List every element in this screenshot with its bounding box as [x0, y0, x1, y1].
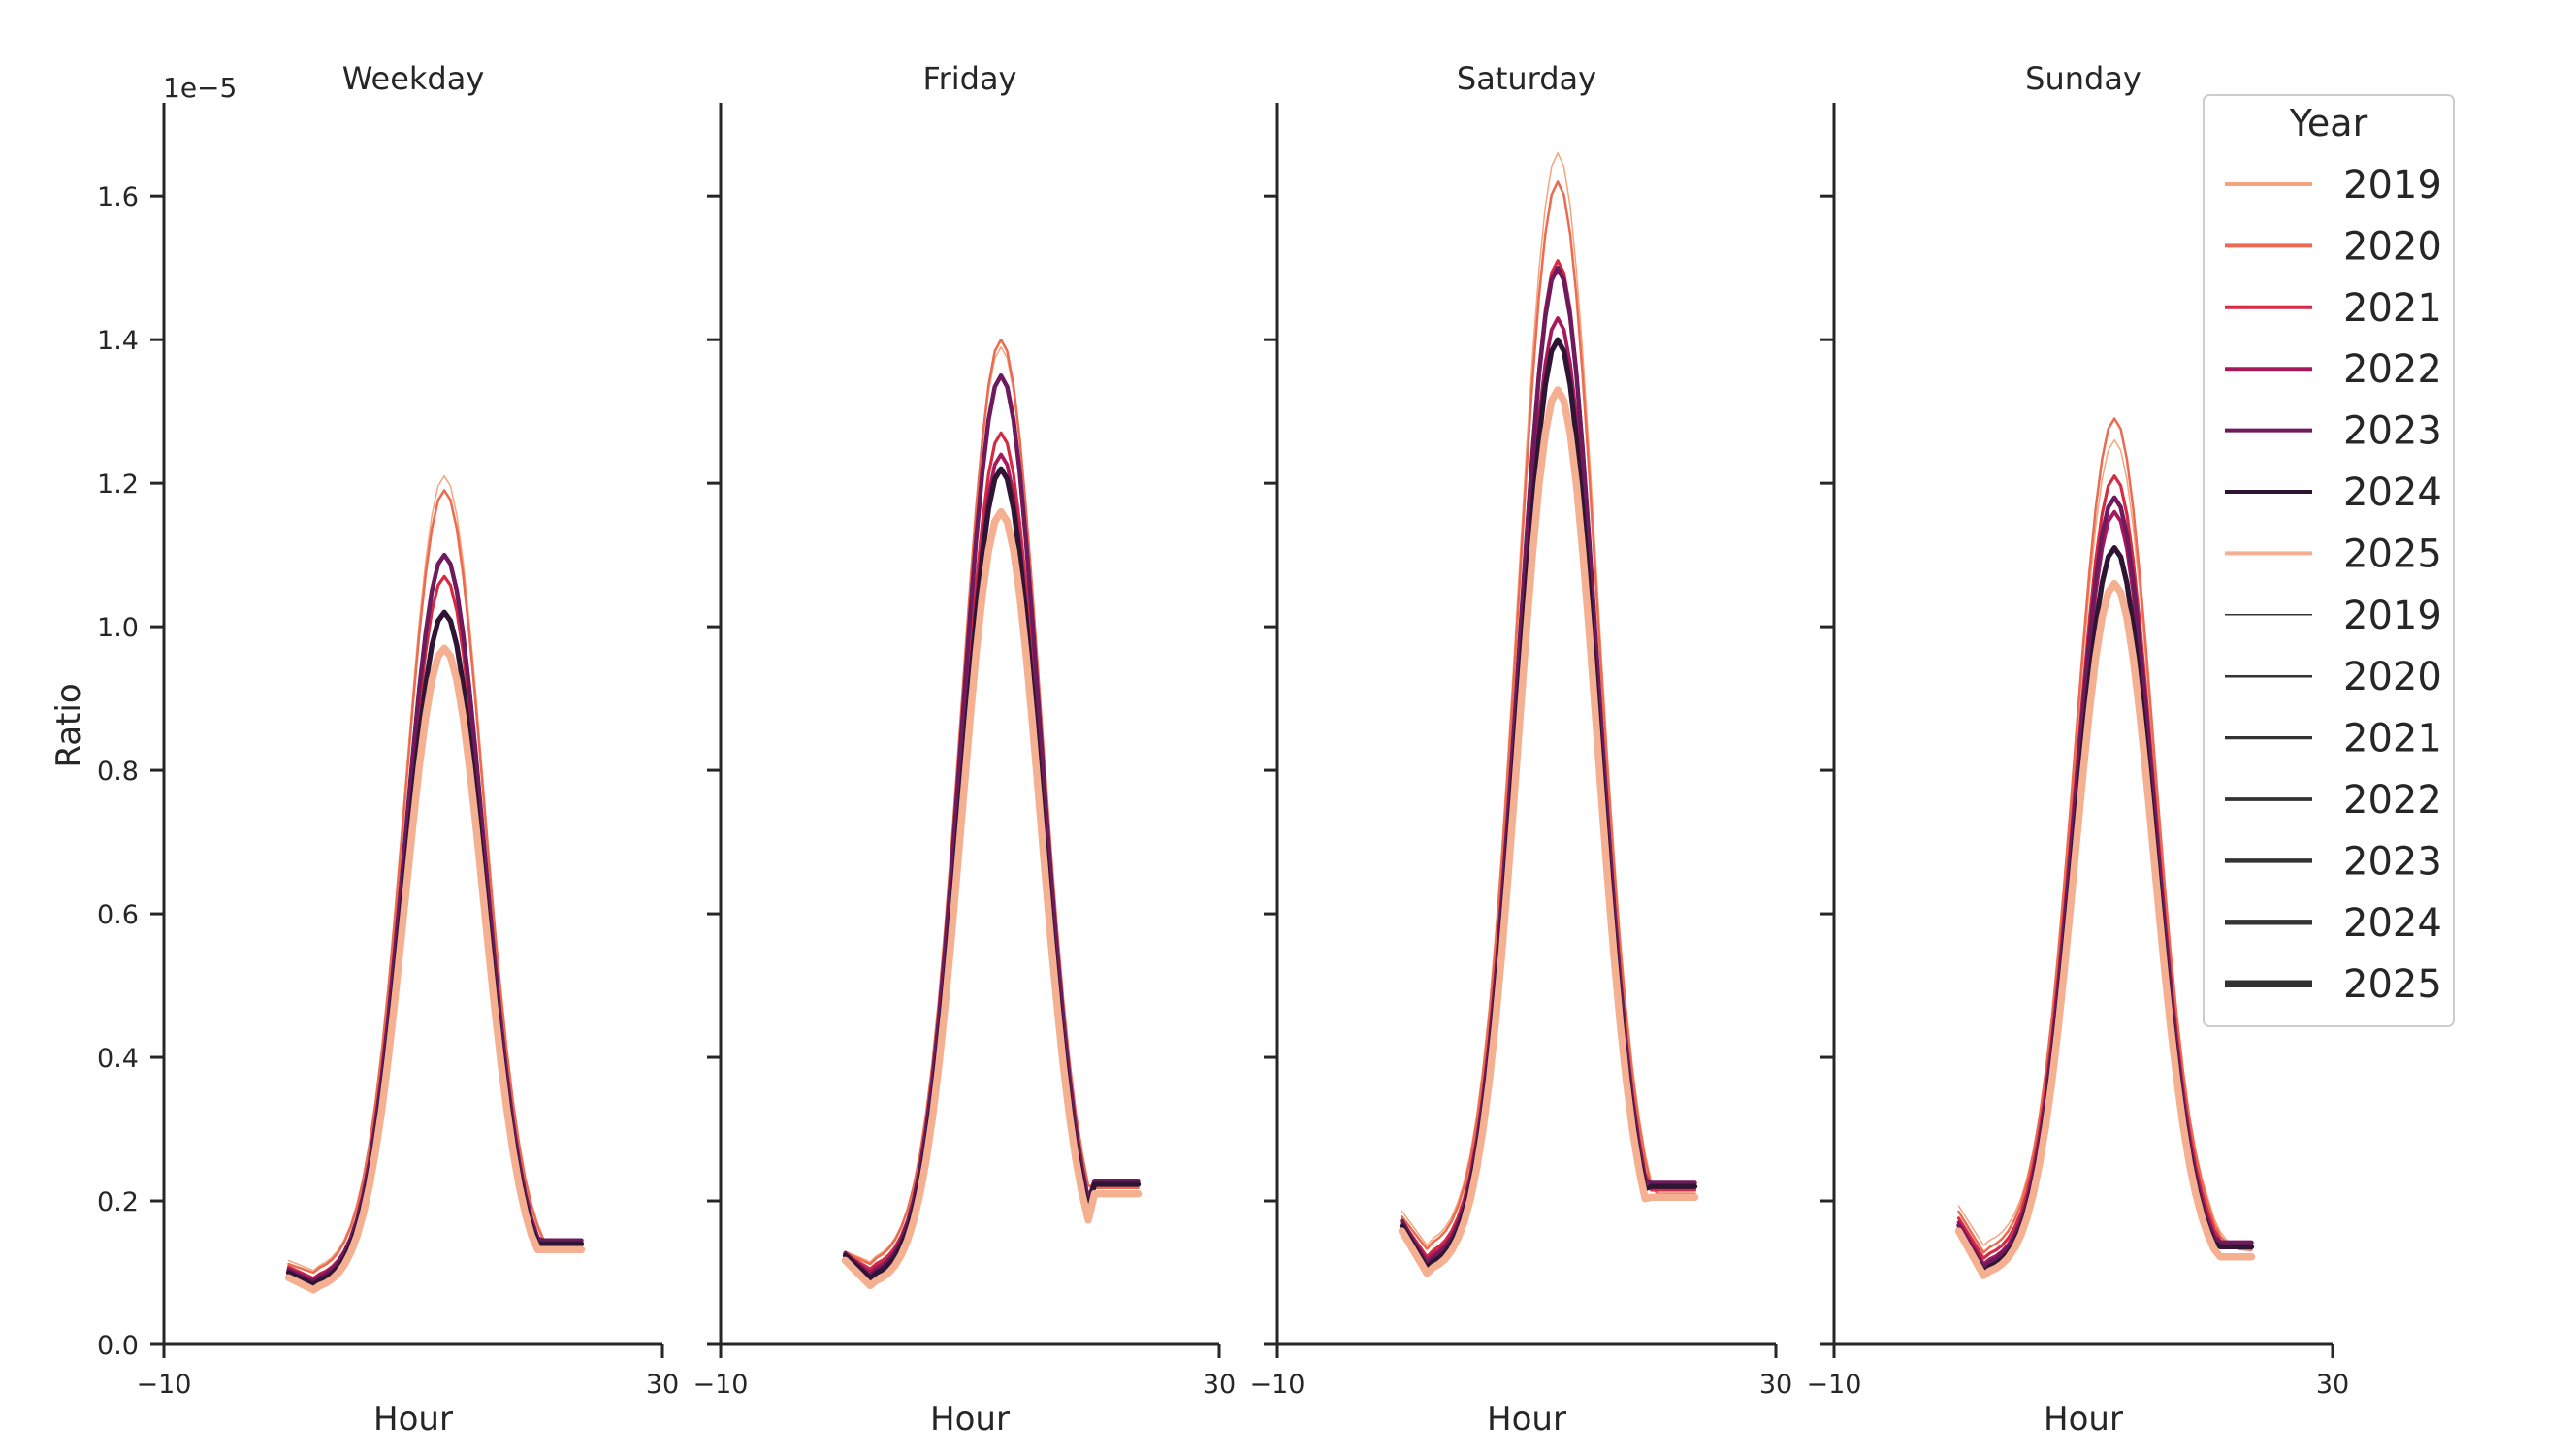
- y-axis-label: Ratio: [49, 683, 88, 767]
- x-tick-label: 30: [646, 1370, 679, 1400]
- x-axis-label: Hour: [373, 1400, 453, 1439]
- series-line-2020: [1957, 417, 2253, 1254]
- legend-entry-width: 2020: [2343, 655, 2442, 699]
- panel-sunday: Sunday −10 30 Hour: [1807, 60, 2350, 1439]
- panels-layer: Weekday 0.0 0.2 0.4 0.6 0.8 1.0 1.2 1.4 1.6 −10 30 H…: [97, 60, 2349, 1439]
- legend-entry-color: 2025: [2343, 532, 2442, 576]
- panel-title: Saturday: [1457, 60, 1596, 97]
- panel-title: Sunday: [2025, 60, 2141, 97]
- x-tick-label: −10: [693, 1370, 749, 1400]
- series-line-2023: [1400, 265, 1697, 1267]
- x-tick-label: 30: [2316, 1370, 2349, 1400]
- series-line-2024: [1399, 337, 1698, 1271]
- y-tick-label: 0.6: [97, 900, 139, 930]
- panel-title: Weekday: [342, 60, 485, 97]
- y-tick-label: 0.2: [97, 1187, 139, 1217]
- y-tick-label: 0.4: [97, 1044, 139, 1074]
- series-line-2025: [1954, 579, 2256, 1279]
- legend: Year 2019 2020 2021 2022 2023 2024 2025 2019 202…: [2203, 94, 2455, 1027]
- series-line-2020: [1401, 180, 1696, 1250]
- legend-frame: [2203, 94, 2455, 1027]
- series-line-2025: [841, 507, 1143, 1290]
- series-line-2024: [285, 609, 585, 1288]
- legend-entry-width: 2023: [2343, 839, 2442, 884]
- legend-entry-color: 2024: [2343, 470, 2442, 515]
- y-tick-label: 0.0: [97, 1331, 139, 1361]
- legend-entry-width: 2019: [2343, 594, 2442, 638]
- panel-weekday: Weekday 0.0 0.2 0.4 0.6 0.8 1.0 1.2 1.4 1.6 −10 30 H…: [97, 60, 679, 1439]
- series-line-2020: [287, 489, 583, 1275]
- series-line-2023: [843, 372, 1141, 1278]
- series-line-2020: [844, 338, 1140, 1266]
- legend-entry-color: 2022: [2343, 347, 2442, 392]
- series-line-2019: [1401, 152, 1696, 1246]
- y-tick-label: 0.8: [97, 757, 139, 787]
- y-tick-label: 1.6: [97, 182, 139, 212]
- y-tick-label: 1.0: [97, 613, 139, 643]
- x-axis-label: Hour: [2044, 1400, 2123, 1439]
- y-tick-label: 1.2: [97, 469, 139, 500]
- panel-saturday: Saturday −10 30 Hour: [1250, 60, 1793, 1439]
- legend-entry-width: 2022: [2343, 778, 2442, 823]
- series-line-2019: [1957, 438, 2253, 1252]
- series-line-2025: [284, 644, 586, 1294]
- y-scale-multiplier: 1e−5: [163, 72, 237, 104]
- series-line-2021: [1956, 474, 2254, 1260]
- legend-entry-color: 2019: [2343, 163, 2442, 208]
- x-tick-label: −10: [1807, 1370, 1862, 1400]
- legend-title: Year: [2289, 102, 2368, 145]
- y-tick-label: 1.4: [97, 326, 139, 356]
- legend-entry-color: 2020: [2343, 224, 2442, 269]
- x-tick-label: −10: [1250, 1370, 1305, 1400]
- x-tick-label: 30: [1203, 1370, 1236, 1400]
- series-line-2022: [843, 452, 1141, 1275]
- legend-items: 2019 2020 2021 2022 2023 2024 2025 2019 2020 2021…: [2225, 163, 2442, 1007]
- panel-friday: Friday −10 30 Hour: [693, 60, 1237, 1439]
- x-tick-label: 30: [1759, 1370, 1792, 1400]
- x-tick-label: −10: [137, 1370, 192, 1400]
- series-line-2024: [842, 466, 1142, 1281]
- legend-entry-width: 2025: [2343, 962, 2442, 1007]
- series-line-2021: [843, 431, 1141, 1271]
- legend-entry-color: 2023: [2343, 409, 2442, 454]
- x-axis-label: Hour: [930, 1400, 1010, 1439]
- legend-entry-width: 2024: [2343, 901, 2442, 946]
- x-axis-label: Hour: [1487, 1400, 1566, 1439]
- series-line-2025: [1398, 386, 1699, 1277]
- panel-title: Friday: [923, 60, 1017, 97]
- legend-entry-color: 2021: [2343, 286, 2442, 331]
- legend-entry-width: 2021: [2343, 717, 2442, 761]
- series-line-2022: [1400, 316, 1697, 1263]
